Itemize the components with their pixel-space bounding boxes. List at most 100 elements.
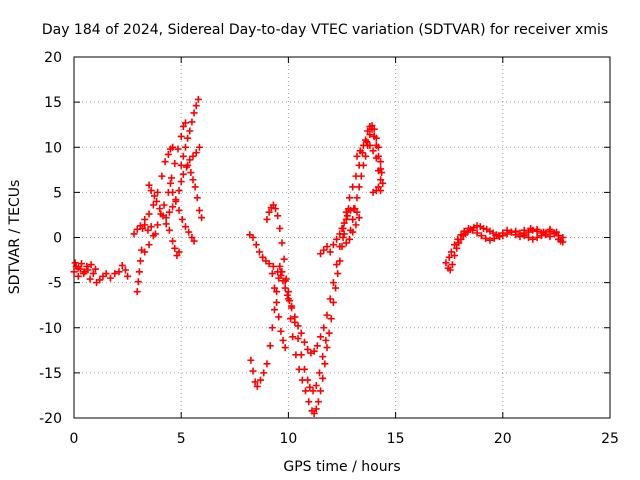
data-point: [249, 234, 257, 241]
data-point: [181, 143, 189, 151]
data-point: [145, 210, 153, 218]
data-point: [151, 230, 159, 238]
data-point: [145, 241, 153, 249]
data-point: [294, 322, 302, 330]
data-point: [251, 378, 259, 386]
data-point: [169, 237, 177, 245]
data-point: [319, 374, 327, 382]
data-point: [356, 147, 364, 155]
data-point: [102, 270, 110, 278]
data-point: [359, 161, 367, 169]
data-point: [370, 125, 378, 133]
data-point: [305, 398, 313, 406]
data-point: [265, 260, 273, 268]
data-points: [70, 95, 567, 417]
y-tick-label: 5: [53, 185, 62, 201]
data-point: [144, 226, 152, 234]
data-point: [353, 152, 361, 160]
data-point: [91, 265, 99, 273]
data-point: [175, 248, 183, 256]
data-point: [349, 215, 357, 223]
data-point: [317, 387, 325, 395]
data-point: [141, 248, 149, 256]
y-tick-label: -5: [48, 276, 62, 292]
data-point: [347, 226, 355, 234]
y-tick-label: -20: [39, 411, 62, 427]
data-point: [184, 161, 192, 169]
data-point: [529, 235, 537, 243]
data-point: [327, 315, 335, 323]
data-point: [89, 270, 97, 278]
data-point: [326, 248, 334, 256]
data-point: [266, 342, 274, 350]
data-point: [149, 201, 157, 209]
data-point: [507, 228, 515, 236]
data-point: [322, 336, 330, 344]
data-point: [190, 237, 198, 245]
data-point: [272, 205, 280, 213]
data-point: [273, 288, 281, 296]
data-point: [353, 208, 361, 216]
data-point: [333, 261, 341, 269]
data-point: [74, 272, 82, 280]
data-point: [193, 194, 201, 202]
data-point: [253, 382, 261, 390]
data-point: [297, 351, 305, 359]
data-point: [153, 197, 161, 205]
data-point: [96, 276, 104, 284]
data-point: [346, 235, 354, 243]
data-point: [321, 360, 329, 368]
data-point: [369, 188, 377, 196]
data-point: [338, 243, 346, 251]
y-tick-labels: -20 -15 -10 -5 0 5 10 15 20: [39, 50, 62, 427]
data-point: [312, 382, 320, 390]
data-point: [260, 369, 268, 377]
data-point: [343, 212, 351, 220]
data-point: [106, 274, 114, 282]
data-point: [366, 141, 374, 149]
data-point: [496, 233, 504, 241]
data-point: [312, 405, 320, 413]
data-point: [274, 212, 282, 220]
data-point: [168, 174, 176, 182]
data-point: [372, 154, 380, 162]
data-point: [310, 409, 318, 417]
data-point: [460, 227, 468, 235]
data-point: [334, 270, 342, 278]
data-point: [377, 158, 385, 166]
data-point: [255, 248, 263, 256]
data-point: [374, 183, 382, 191]
data-point: [276, 224, 284, 232]
data-point: [133, 225, 141, 233]
data-point: [297, 329, 305, 337]
data-point: [278, 239, 286, 247]
data-point: [464, 224, 472, 232]
data-point: [147, 187, 155, 195]
data-point: [275, 313, 283, 321]
x-axis-label: GPS time / hours: [283, 459, 400, 475]
data-point: [71, 259, 79, 267]
data-point: [546, 225, 554, 233]
data-point: [249, 367, 257, 375]
data-point: [135, 268, 143, 276]
data-point: [171, 244, 179, 252]
data-point: [145, 181, 153, 189]
data-point: [190, 109, 198, 117]
data-point: [277, 271, 285, 279]
data-point: [342, 215, 350, 223]
data-point: [115, 268, 123, 276]
data-point: [188, 118, 196, 126]
data-point: [173, 252, 181, 260]
data-point: [279, 336, 287, 344]
data-point: [306, 383, 314, 391]
data-point: [139, 224, 147, 232]
data-point: [263, 215, 271, 223]
data-point: [150, 192, 158, 200]
data-point: [486, 236, 494, 244]
data-point: [160, 201, 168, 209]
data-point: [273, 298, 281, 306]
data-point: [281, 277, 289, 285]
data-point: [359, 141, 367, 149]
data-point: [372, 134, 380, 142]
